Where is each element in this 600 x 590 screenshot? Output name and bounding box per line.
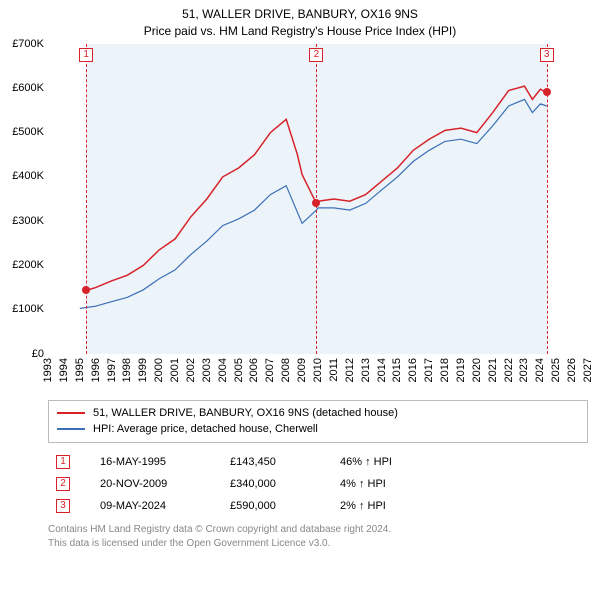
x-tick-label: 2020 <box>471 358 483 382</box>
y-tick-label: £300K <box>12 215 44 227</box>
event-date: 20-NOV-2009 <box>100 478 200 490</box>
event-row: 1 16-MAY-1995 £143,450 46% ↑ HPI <box>48 451 588 473</box>
price-dot <box>312 199 320 207</box>
x-tick-label: 1993 <box>42 358 54 382</box>
footer-attribution: Contains HM Land Registry data © Crown c… <box>48 523 588 557</box>
x-tick-label: 2009 <box>296 358 308 382</box>
event-change: 2% ↑ HPI <box>340 500 430 512</box>
x-tick-label: 2008 <box>280 358 292 382</box>
x-tick-label: 1999 <box>137 358 149 382</box>
x-tick-label: 2002 <box>185 358 197 382</box>
x-tick-label: 2013 <box>360 358 372 382</box>
y-tick-label: £700K <box>12 38 44 50</box>
y-tick-label: £500K <box>12 126 44 138</box>
y-axis: £0£100K£200K£300K£400K£500K£600K£700K <box>0 44 48 354</box>
x-tick-label: 2001 <box>169 358 181 382</box>
x-tick-label: 2017 <box>423 358 435 382</box>
event-date: 09-MAY-2024 <box>100 500 200 512</box>
chart-container: 51, WALLER DRIVE, BANBURY, OX16 9NS Pric… <box>0 0 600 557</box>
x-tick-label: 1998 <box>121 358 133 382</box>
event-change: 46% ↑ HPI <box>340 456 430 468</box>
x-tick-label: 2012 <box>344 358 356 382</box>
x-tick-label: 2016 <box>407 358 419 382</box>
x-tick-label: 2005 <box>233 358 245 382</box>
y-tick-label: £200K <box>12 259 44 271</box>
event-price: £590,000 <box>230 500 310 512</box>
event-change: 4% ↑ HPI <box>340 478 430 490</box>
plot-area: 1 2 3 <box>48 44 588 354</box>
x-tick-label: 1997 <box>106 358 118 382</box>
x-tick-label: 2011 <box>328 358 340 382</box>
x-tick-label: 1995 <box>74 358 86 382</box>
x-tick-label: 2021 <box>487 358 499 382</box>
event-row-marker: 3 <box>56 499 70 513</box>
event-marker: 2 <box>309 48 323 62</box>
y-tick-label: £600K <box>12 82 44 94</box>
legend-label: 51, WALLER DRIVE, BANBURY, OX16 9NS (det… <box>93 405 398 422</box>
event-row-marker: 2 <box>56 477 70 491</box>
event-marker: 1 <box>79 48 93 62</box>
event-vline <box>86 44 87 354</box>
event-row: 2 20-NOV-2009 £340,000 4% ↑ HPI <box>48 473 588 495</box>
event-table: 1 16-MAY-1995 £143,450 46% ↑ HPI 2 20-NOV-200… <box>48 451 588 517</box>
x-tick-label: 2006 <box>248 358 260 382</box>
y-tick-label: £400K <box>12 170 44 182</box>
x-tick-label: 2026 <box>566 358 578 382</box>
x-tick-label: 2023 <box>518 358 530 382</box>
legend-item: HPI: Average price, detached house, Cher… <box>57 421 579 438</box>
x-tick-label: 2004 <box>217 358 229 382</box>
x-tick-label: 2018 <box>439 358 451 382</box>
event-row-marker: 1 <box>56 455 70 469</box>
x-tick-label: 2003 <box>201 358 213 382</box>
x-tick-label: 2019 <box>455 358 467 382</box>
legend-swatch <box>57 412 85 414</box>
event-marker: 3 <box>540 48 554 62</box>
legend-label: HPI: Average price, detached house, Cher… <box>93 421 318 438</box>
legend: 51, WALLER DRIVE, BANBURY, OX16 9NS (det… <box>48 400 588 443</box>
x-tick-label: 2010 <box>312 358 324 382</box>
x-tick-label: 2015 <box>391 358 403 382</box>
title-address: 51, WALLER DRIVE, BANBURY, OX16 9NS <box>0 6 600 23</box>
x-tick-label: 2025 <box>550 358 562 382</box>
event-row: 3 09-MAY-2024 £590,000 2% ↑ HPI <box>48 495 588 517</box>
x-tick-label: 2007 <box>264 358 276 382</box>
price-dot <box>543 88 551 96</box>
y-tick-label: £100K <box>12 303 44 315</box>
title-subtitle: Price paid vs. HM Land Registry's House … <box>0 23 600 40</box>
footer-line2: This data is licensed under the Open Gov… <box>48 537 588 551</box>
legend-item: 51, WALLER DRIVE, BANBURY, OX16 9NS (det… <box>57 405 579 422</box>
x-tick-label: 1994 <box>58 358 70 382</box>
x-tick-label: 2024 <box>534 358 546 382</box>
legend-swatch <box>57 428 85 430</box>
x-tick-label: 2027 <box>582 358 594 382</box>
legend-box: 51, WALLER DRIVE, BANBURY, OX16 9NS (det… <box>48 400 588 443</box>
event-price: £143,450 <box>230 456 310 468</box>
footer-line1: Contains HM Land Registry data © Crown c… <box>48 523 588 537</box>
event-date: 16-MAY-1995 <box>100 456 200 468</box>
title-block: 51, WALLER DRIVE, BANBURY, OX16 9NS Pric… <box>0 6 600 40</box>
event-price: £340,000 <box>230 478 310 490</box>
x-tick-label: 2014 <box>376 358 388 382</box>
chart-area: £0£100K£200K£300K£400K£500K£600K£700K 12… <box>0 44 600 394</box>
x-tick-label: 1996 <box>90 358 102 382</box>
x-tick-label: 2000 <box>153 358 165 382</box>
x-tick-label: 2022 <box>503 358 515 382</box>
price-dot <box>82 286 90 294</box>
x-axis: 1993199419951996199719981999200020012002… <box>48 354 588 394</box>
